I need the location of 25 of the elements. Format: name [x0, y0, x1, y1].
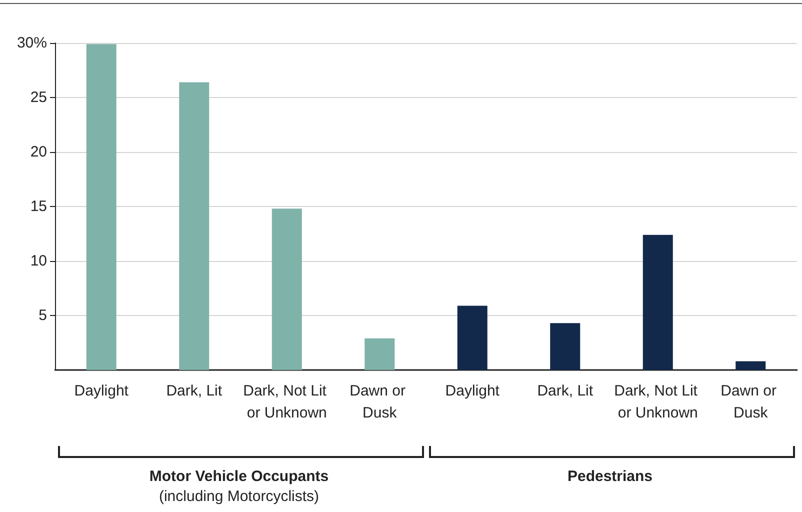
bar [457, 306, 488, 370]
x-tick-label: Dawn or Dusk [720, 382, 781, 422]
bar [86, 44, 116, 370]
x-tick-label: Dawn or Dusk [350, 382, 410, 422]
y-tick-label: 20 [30, 144, 47, 160]
y-tick-label: 5 [38, 307, 47, 324]
y-tick-label: 15 [30, 198, 47, 215]
x-tick-label: Dark, Lit [537, 382, 594, 400]
y-tick-label: 10 [30, 252, 47, 270]
x-tick-label: Dark, Not Lit or Unknown [243, 382, 331, 422]
bar [642, 234, 673, 370]
bar [736, 361, 766, 370]
x-tick-label: Daylight [445, 382, 500, 400]
y-tick-label: 25 [30, 89, 47, 106]
bar [364, 338, 395, 370]
bar [550, 323, 580, 370]
x-tick-label: Daylight [74, 382, 130, 400]
x-tick-label: Dark, Lit [166, 382, 223, 400]
x-tick-label: Dark, Not Lit or Unknown [614, 382, 702, 422]
y-tick-label: 30% [16, 34, 47, 52]
text: Pedestrians [567, 468, 653, 485]
text: (including Motorcyclists) [158, 488, 320, 505]
text: Motor Vehicle Occupants [149, 468, 329, 485]
bar [179, 82, 210, 370]
bar [272, 208, 302, 370]
